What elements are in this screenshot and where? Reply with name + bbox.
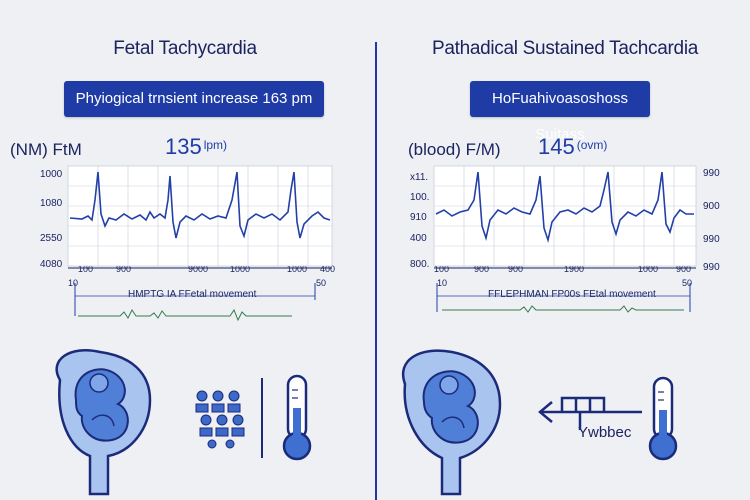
right-x-label: 1000 bbox=[638, 264, 659, 274]
right-side-label: 990 bbox=[703, 234, 720, 245]
right-x-label: 1900 bbox=[564, 264, 585, 274]
left-caption: HMPTG IA FFetal movement bbox=[128, 289, 257, 300]
right-caption: FFLEPHMAN FP00s FEtal movement bbox=[488, 289, 656, 300]
right-ecg-grid bbox=[433, 165, 697, 267]
right-side-label: 900 bbox=[703, 201, 720, 212]
left-movement-strip bbox=[74, 283, 316, 322]
right-x-label: 900 bbox=[474, 264, 490, 274]
right-axis-end: 50 bbox=[682, 278, 693, 288]
left-axis-end: 10 bbox=[68, 278, 79, 288]
left-x-label: 1000 bbox=[230, 264, 251, 274]
right-side-label: 990 bbox=[703, 168, 720, 179]
left-uterus-fetus-icon bbox=[55, 349, 152, 496]
left-x-label: 400 bbox=[320, 264, 336, 274]
right-x-label: 100 bbox=[434, 264, 450, 274]
right-uterus-fetus-icon bbox=[402, 349, 502, 496]
left-bpm-value: 135 bbox=[165, 134, 202, 159]
right-y-label: 910 bbox=[410, 212, 427, 223]
right-bpm-readout: 145 (ovm) bbox=[538, 134, 607, 160]
fetal-movement-icon bbox=[195, 390, 245, 449]
right-banner: HoFuahivoasoshoss Suitass bbox=[470, 81, 650, 143]
right-y-label: 400 bbox=[410, 233, 427, 244]
center-divider bbox=[375, 42, 377, 500]
left-bpm-readout: 135 lpm) bbox=[165, 134, 227, 160]
right-x-label: 900 bbox=[676, 264, 692, 274]
left-title: Fetal Tachycardia bbox=[113, 38, 257, 59]
right-ecg-trace bbox=[435, 171, 694, 243]
left-thermometer-icon bbox=[282, 374, 312, 461]
left-y-label: 2550 bbox=[40, 233, 63, 244]
right-title: Pathadical Sustained Tachcardia bbox=[431, 38, 699, 59]
left-y-label: 1080 bbox=[40, 198, 63, 209]
right-y-label: 100. bbox=[410, 192, 430, 203]
left-x-label: 900 bbox=[116, 264, 132, 274]
left-x-label: 9000 bbox=[188, 264, 209, 274]
left-bpm-unit: lpm) bbox=[203, 138, 228, 152]
left-lead-label: (NM) FtM bbox=[10, 140, 82, 159]
right-y-label: x11. bbox=[410, 172, 429, 183]
pressure-arrow-label: Ywbbec bbox=[578, 424, 632, 441]
left-y-label: 4080 bbox=[40, 259, 63, 270]
right-bpm-unit: (ovm) bbox=[576, 138, 608, 152]
left-axis-end: 50 bbox=[316, 278, 327, 288]
left-panel: Fetal Tachycardia Phyiogical trnsient in… bbox=[0, 0, 370, 500]
right-axis-end: 10 bbox=[437, 278, 448, 288]
left-x-label: 100 bbox=[78, 264, 94, 274]
right-movement-strip bbox=[436, 283, 691, 313]
right-lead-label: (blood) F/M) bbox=[408, 140, 501, 159]
left-x-label: 1000 bbox=[287, 264, 308, 274]
right-y-label: 800. bbox=[410, 259, 430, 270]
left-y-label: 1000 bbox=[40, 169, 63, 180]
left-banner: Phyiogical trnsient increase 163 pm bbox=[64, 81, 324, 117]
right-thermometer-icon bbox=[648, 376, 678, 461]
pressure-arrow-icon bbox=[538, 396, 642, 430]
left-ecg-trace bbox=[69, 171, 331, 239]
right-x-label: 900 bbox=[508, 264, 524, 274]
right-side-label: 990 bbox=[703, 262, 720, 273]
right-panel: Pathadical Sustained Tachcardia HoFuahiv… bbox=[380, 0, 750, 500]
right-bpm-value: 145 bbox=[538, 134, 575, 159]
